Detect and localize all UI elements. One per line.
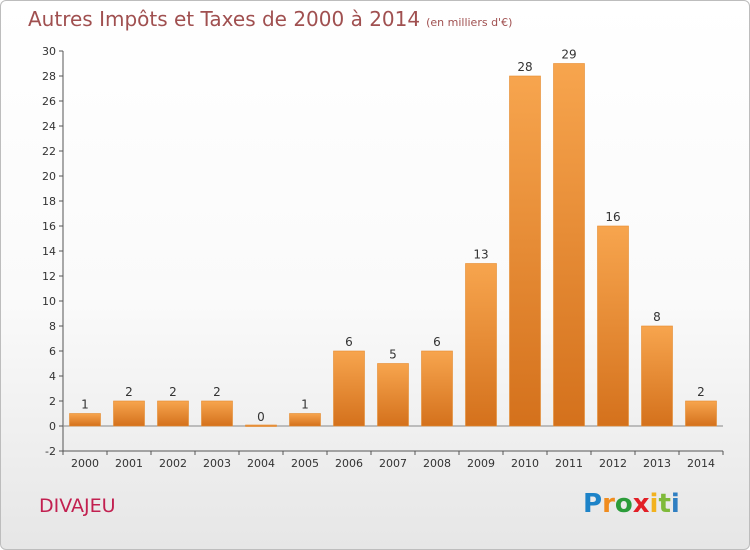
x-tick-label: 2010 xyxy=(511,457,539,470)
y-tick-label: -2 xyxy=(45,445,56,458)
y-tick-label: 30 xyxy=(42,45,56,58)
bar-2011 xyxy=(553,63,585,427)
data-label-2003: 2 xyxy=(213,385,221,399)
data-label-2012: 16 xyxy=(605,210,620,224)
y-tick-label: 4 xyxy=(49,370,56,383)
data-label-2001: 2 xyxy=(125,385,133,399)
data-label-2014: 2 xyxy=(697,385,705,399)
data-label-2007: 5 xyxy=(389,348,397,362)
y-tick-label: 24 xyxy=(42,120,56,133)
x-tick-label: 2002 xyxy=(159,457,187,470)
chart-title: Autres Impôts et Taxes de 2000 à 2014 (en… xyxy=(28,7,512,31)
data-label-2008: 6 xyxy=(433,335,441,349)
bar-2001 xyxy=(113,400,145,427)
data-label-2009: 13 xyxy=(473,248,488,262)
y-tick-label: 22 xyxy=(42,145,56,158)
data-label-2005: 1 xyxy=(301,398,309,412)
y-tick-label: 8 xyxy=(49,320,56,333)
x-tick-label: 2012 xyxy=(599,457,627,470)
bar-2000 xyxy=(69,413,101,427)
data-label-2004: 0 xyxy=(257,410,265,424)
x-tick-label: 2009 xyxy=(467,457,495,470)
bar-2014 xyxy=(685,400,717,427)
x-tick-label: 2013 xyxy=(643,457,671,470)
data-label-2010: 28 xyxy=(517,60,532,74)
bar-2012 xyxy=(597,225,629,427)
bar-2003 xyxy=(201,400,233,427)
y-tick-label: 28 xyxy=(42,70,56,83)
x-tick-label: 2014 xyxy=(687,457,715,470)
bar-2009 xyxy=(465,263,497,427)
bar-2008 xyxy=(421,350,453,427)
data-label-2006: 6 xyxy=(345,335,353,349)
y-tick-label: 2 xyxy=(49,395,56,408)
y-tick-label: 18 xyxy=(42,195,56,208)
y-tick-label: 10 xyxy=(42,295,56,308)
bars xyxy=(69,63,717,427)
x-tick-label: 2000 xyxy=(71,457,99,470)
bar-2005 xyxy=(289,413,321,427)
proxiti-logo: Proxiti xyxy=(583,489,680,519)
x-tick-label: 2004 xyxy=(247,457,275,470)
data-label-2011: 29 xyxy=(561,48,576,62)
y-tick-label: 14 xyxy=(42,245,56,258)
y-tick-label: 12 xyxy=(42,270,56,283)
x-tick-label: 2003 xyxy=(203,457,231,470)
y-tick-label: 6 xyxy=(49,345,56,358)
x-tick-label: 2005 xyxy=(291,457,319,470)
y-tick-label: 26 xyxy=(42,95,56,108)
x-tick-label: 2008 xyxy=(423,457,451,470)
chart-title-text: Autres Impôts et Taxes de 2000 à 2014 xyxy=(28,7,421,31)
bar-2004 xyxy=(245,424,277,427)
y-tick-label: 20 xyxy=(42,170,56,183)
y-tick-label: 16 xyxy=(42,220,56,233)
data-label-2013: 8 xyxy=(653,310,661,324)
x-tick-label: 2011 xyxy=(555,457,583,470)
bar-2013 xyxy=(641,325,673,427)
bar-2010 xyxy=(509,75,541,427)
x-tick-label: 2001 xyxy=(115,457,143,470)
y-tick-label: 0 xyxy=(49,420,56,433)
x-tick-label: 2007 xyxy=(379,457,407,470)
bar-2002 xyxy=(157,400,189,427)
chart-subtitle: (en milliers d'€) xyxy=(426,16,513,29)
data-label-2000: 1 xyxy=(81,398,89,412)
x-tick-label: 2006 xyxy=(335,457,363,470)
bar-2007 xyxy=(377,363,409,427)
data-label-2002: 2 xyxy=(169,385,177,399)
bar-2006 xyxy=(333,350,365,427)
place-name: DIVAJEU xyxy=(39,495,116,517)
